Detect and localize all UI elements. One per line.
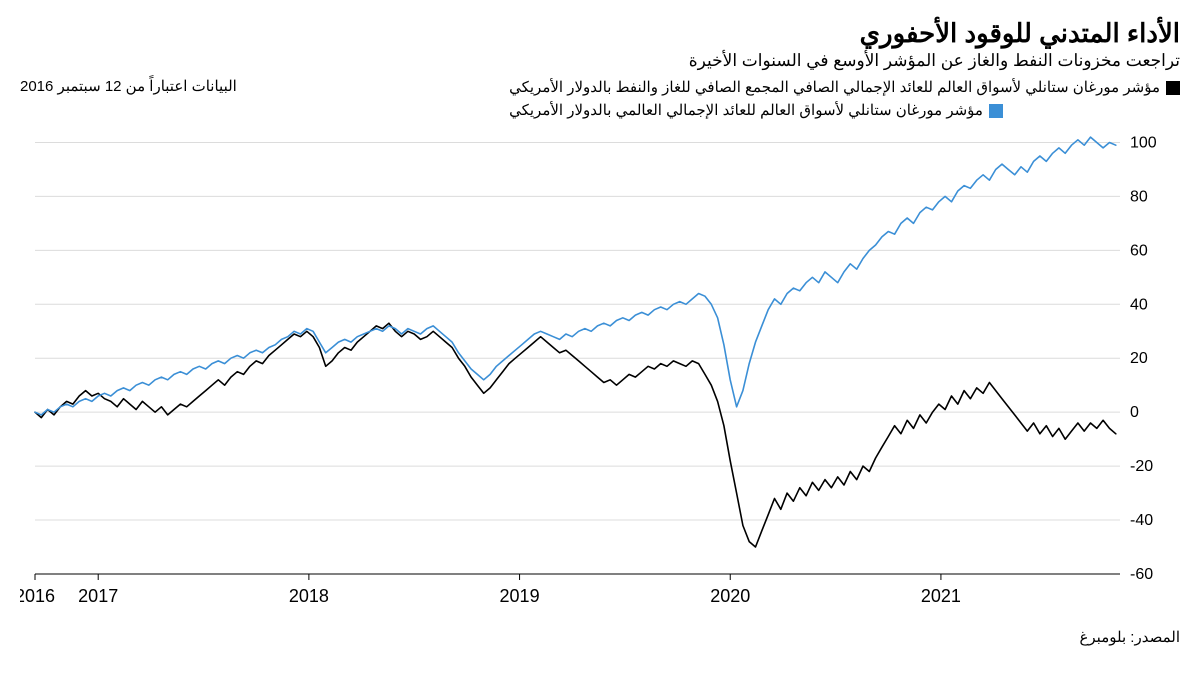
- legend: مؤشر مورغان ستانلي لأسواق العالم للعائد …: [509, 77, 1180, 122]
- svg-text:2019: 2019: [500, 586, 540, 606]
- svg-text:2018: 2018: [289, 586, 329, 606]
- legend-label-2: مؤشر مورغان ستانلي لأسواق العالم للعائد …: [509, 100, 983, 123]
- chart-area: -60 -40 -20 0 20 40 60 80 100 2016 2017 2018 2019 202…: [20, 124, 1180, 624]
- svg-text:60: 60: [1130, 242, 1148, 259]
- svg-text:-40: -40: [1130, 512, 1153, 529]
- legend-swatch-2-icon: [989, 104, 1003, 118]
- svg-text:40: 40: [1130, 296, 1148, 313]
- svg-text:100: 100: [1130, 134, 1157, 151]
- baseline-note: البيانات اعتباراً من 12 سبتمبر 2016: [20, 77, 237, 95]
- legend-swatch-1-icon: [1166, 81, 1180, 95]
- svg-text:2016: 2016: [20, 586, 55, 606]
- chart-title: الأداء المتدني للوقود الأحفوري: [20, 18, 1180, 49]
- line-chart-svg: -60 -40 -20 0 20 40 60 80 100 2016 2017 2018 2019 202…: [20, 124, 1180, 624]
- source-label: المصدر: بلومبرغ: [20, 628, 1180, 646]
- svg-text:2017: 2017: [78, 586, 118, 606]
- legend-item-1: مؤشر مورغان ستانلي لأسواق العالم للعائد …: [509, 77, 1180, 100]
- svg-text:-20: -20: [1130, 458, 1153, 475]
- svg-text:2021: 2021: [921, 586, 961, 606]
- svg-text:2020: 2020: [710, 586, 750, 606]
- legend-label-1: مؤشر مورغان ستانلي لأسواق العالم للعائد …: [509, 77, 1160, 100]
- svg-text:20: 20: [1130, 350, 1148, 367]
- svg-text:0: 0: [1130, 404, 1139, 421]
- svg-text:80: 80: [1130, 188, 1148, 205]
- meta-row: مؤشر مورغان ستانلي لأسواق العالم للعائد …: [20, 77, 1180, 122]
- svg-text:-60: -60: [1130, 566, 1153, 583]
- legend-item-2: مؤشر مورغان ستانلي لأسواق العالم للعائد …: [509, 100, 1180, 123]
- chart-subtitle: تراجعت مخزونات النفط والغاز عن المؤشر ال…: [20, 51, 1180, 71]
